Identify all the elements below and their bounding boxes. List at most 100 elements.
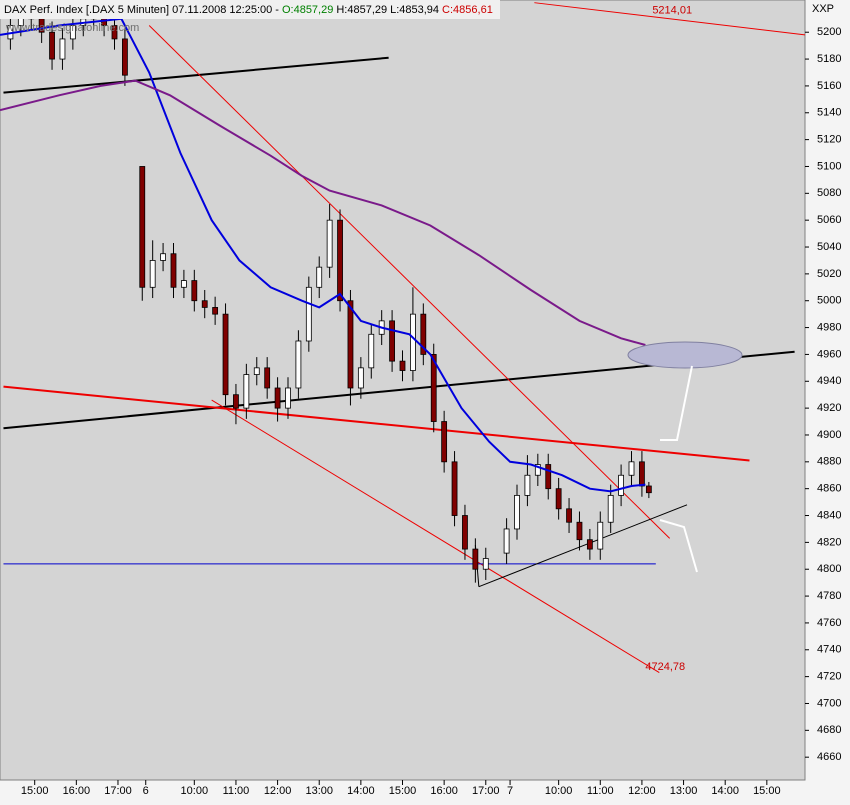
y-tick-label: 4920 — [817, 402, 841, 414]
x-tick-label: 10:00 — [545, 785, 573, 797]
candle-body — [618, 474, 624, 496]
y-tick-label: 5080 — [817, 187, 841, 199]
candle-body — [639, 461, 645, 487]
candle-body — [69, 25, 76, 40]
header: DAX Perf. Index [.DAX 5 Minuten] 07.11.2… — [4, 4, 493, 16]
y-tick-label: 4720 — [817, 671, 841, 683]
x-tick-label: 10:00 — [181, 785, 209, 797]
y-tick-label: 5140 — [817, 107, 841, 119]
candle-body — [274, 387, 281, 409]
candle-body — [389, 320, 395, 362]
candle-body — [326, 219, 333, 268]
corner-label: XXP — [812, 3, 834, 15]
candle-body — [607, 494, 614, 523]
candle-body — [111, 25, 118, 40]
y-tick-label: 4800 — [817, 563, 841, 575]
candle-body — [347, 300, 354, 389]
header-part: O:4857,29 — [282, 4, 333, 16]
y-tick-label: 4980 — [817, 321, 841, 333]
y-tick-label: 4820 — [817, 536, 841, 548]
y-tick-label: 5120 — [817, 134, 841, 146]
y-tick-label: 5180 — [817, 53, 841, 65]
candle-body — [170, 253, 177, 288]
trendline — [3, 385, 750, 462]
candle-body — [122, 38, 128, 76]
x-tick-label: 13:00 — [305, 785, 333, 797]
candle-body — [305, 286, 312, 342]
x-tick-label: 6 — [143, 785, 149, 797]
x-tick-label: 16:00 — [430, 785, 458, 797]
annotation: 4724,78 — [645, 661, 685, 673]
y-tick-label: 5020 — [817, 268, 841, 280]
y-tick-label: 4880 — [817, 456, 841, 468]
x-tick-label: 7 — [507, 785, 513, 797]
candle-body — [233, 394, 239, 409]
y-tick-label: 4960 — [817, 348, 841, 360]
moving-average — [0, 79, 646, 346]
candle-body — [451, 461, 458, 516]
y-tick-label: 4900 — [817, 429, 841, 441]
candle-body — [534, 464, 541, 476]
annotation: 5214,01 — [652, 5, 692, 17]
candle-body — [645, 485, 652, 494]
x-tick-label: 11:00 — [223, 785, 250, 797]
candle-body — [555, 488, 562, 510]
watermark: www.tradesignalonline.com — [5, 22, 139, 34]
candle-body — [337, 219, 343, 302]
candle-body — [368, 333, 375, 369]
x-tick-label: 11:00 — [587, 785, 614, 797]
candle-body — [149, 260, 156, 288]
y-tick-label: 4860 — [817, 483, 841, 495]
candle-body — [482, 558, 489, 570]
candle-body — [181, 280, 187, 288]
trendline — [478, 504, 688, 588]
x-tick-label: 12:00 — [264, 785, 292, 797]
candle-body — [545, 464, 552, 490]
y-tick-label: 4840 — [817, 509, 841, 521]
candle-body — [430, 354, 437, 422]
x-tick-label: 15:00 — [389, 785, 417, 797]
x-tick-label: 13:00 — [670, 785, 698, 797]
candle-body — [191, 280, 198, 302]
candle-body — [264, 367, 271, 389]
candle-body — [316, 266, 323, 288]
y-tick-label: 4700 — [817, 697, 841, 709]
hand-drawn-arrow — [660, 365, 693, 441]
candle-body — [462, 515, 468, 550]
y-tick-label: 5200 — [817, 26, 841, 38]
candle-body — [59, 38, 66, 60]
candle-body — [253, 367, 260, 375]
y-tick-label: 4740 — [817, 644, 841, 656]
candle-body — [628, 461, 635, 476]
candle-body — [160, 253, 166, 261]
candle-body — [586, 539, 593, 550]
marks: 5214,01 4724,78 — [0, 1, 806, 673]
candle-body — [222, 313, 229, 396]
candle-body — [243, 374, 250, 409]
highlight-ellipse — [627, 341, 743, 369]
x-tick-label: 17:00 — [104, 785, 132, 797]
y-tick-label: 5060 — [817, 214, 841, 226]
candle-body — [295, 340, 302, 389]
candle-body — [514, 494, 520, 530]
candle-body — [566, 508, 572, 523]
candle-body — [420, 313, 427, 355]
moving-average — [0, 17, 646, 493]
header-part: C:4856,61 — [442, 4, 493, 16]
candle-body — [441, 421, 448, 463]
candle-body — [201, 300, 208, 308]
y-tick-label: 5000 — [817, 295, 841, 307]
trendline — [148, 25, 671, 539]
y-tick-label: 4940 — [817, 375, 841, 387]
candle-body — [357, 367, 364, 389]
x-tick-label: 12:00 — [628, 785, 656, 797]
candle-body — [524, 474, 531, 496]
y-tick-label: 4680 — [817, 724, 841, 736]
header-part: H:4857,29 — [336, 4, 387, 16]
x-tick-label: 16:00 — [63, 785, 91, 797]
axes: 5200 5180 5160 5140 5120 5100 5080 5060 5040 5020… — [21, 26, 842, 797]
candle-body — [139, 166, 146, 288]
candle-body — [472, 548, 479, 570]
candle-body — [597, 521, 604, 550]
